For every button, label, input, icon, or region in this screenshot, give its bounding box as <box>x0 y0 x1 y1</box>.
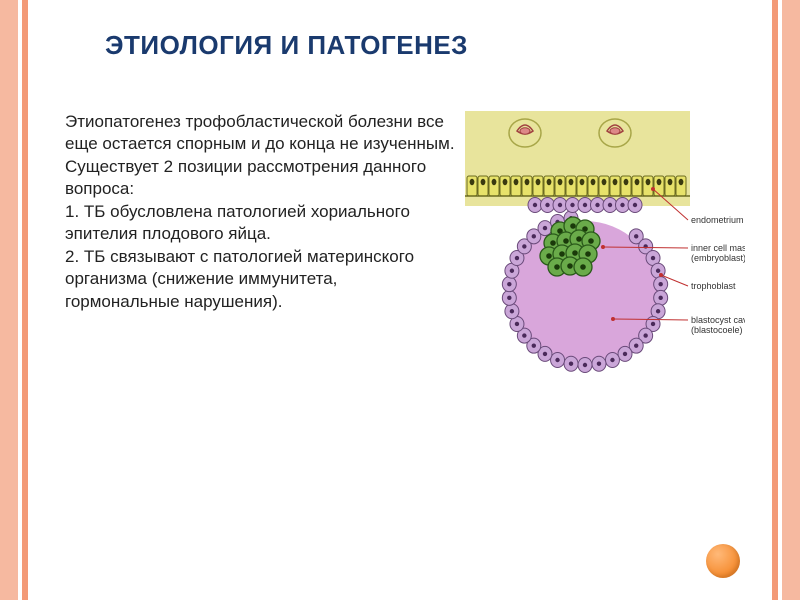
svg-text:blastocyst cavity: blastocyst cavity <box>691 315 745 325</box>
next-slide-button[interactable] <box>706 544 740 578</box>
left-inner-stripe <box>22 0 28 600</box>
slide-content: ЭТИОЛОГИЯ И ПАТОГЕНЕЗ Этиопатогенез троф… <box>45 0 755 600</box>
svg-text:inner cell mass: inner cell mass <box>691 243 745 253</box>
right-inner-stripe <box>772 0 778 600</box>
body-para-0: Этиопатогенез трофобластической болезни … <box>65 111 455 201</box>
svg-text:endometrium: endometrium <box>691 215 744 225</box>
page-title: ЭТИОЛОГИЯ И ПАТОГЕНЕЗ <box>105 30 745 61</box>
blastocyst-diagram: endometrium inner cell mass(embryoblast) t… <box>465 111 745 381</box>
svg-text:(embryoblast): (embryoblast) <box>691 253 745 263</box>
svg-text:(blastocoele): (blastocoele) <box>691 325 743 335</box>
body-para-2: 2. ТБ связывают с патологией материнског… <box>65 246 455 313</box>
right-outer-stripe <box>782 0 800 600</box>
svg-text:trophoblast: trophoblast <box>691 281 736 291</box>
body-para-1: 1. ТБ обусловлена патологией хориального… <box>65 201 455 246</box>
left-outer-stripe <box>0 0 18 600</box>
body-text: Этиопатогенез трофобластической болезни … <box>65 111 455 381</box>
